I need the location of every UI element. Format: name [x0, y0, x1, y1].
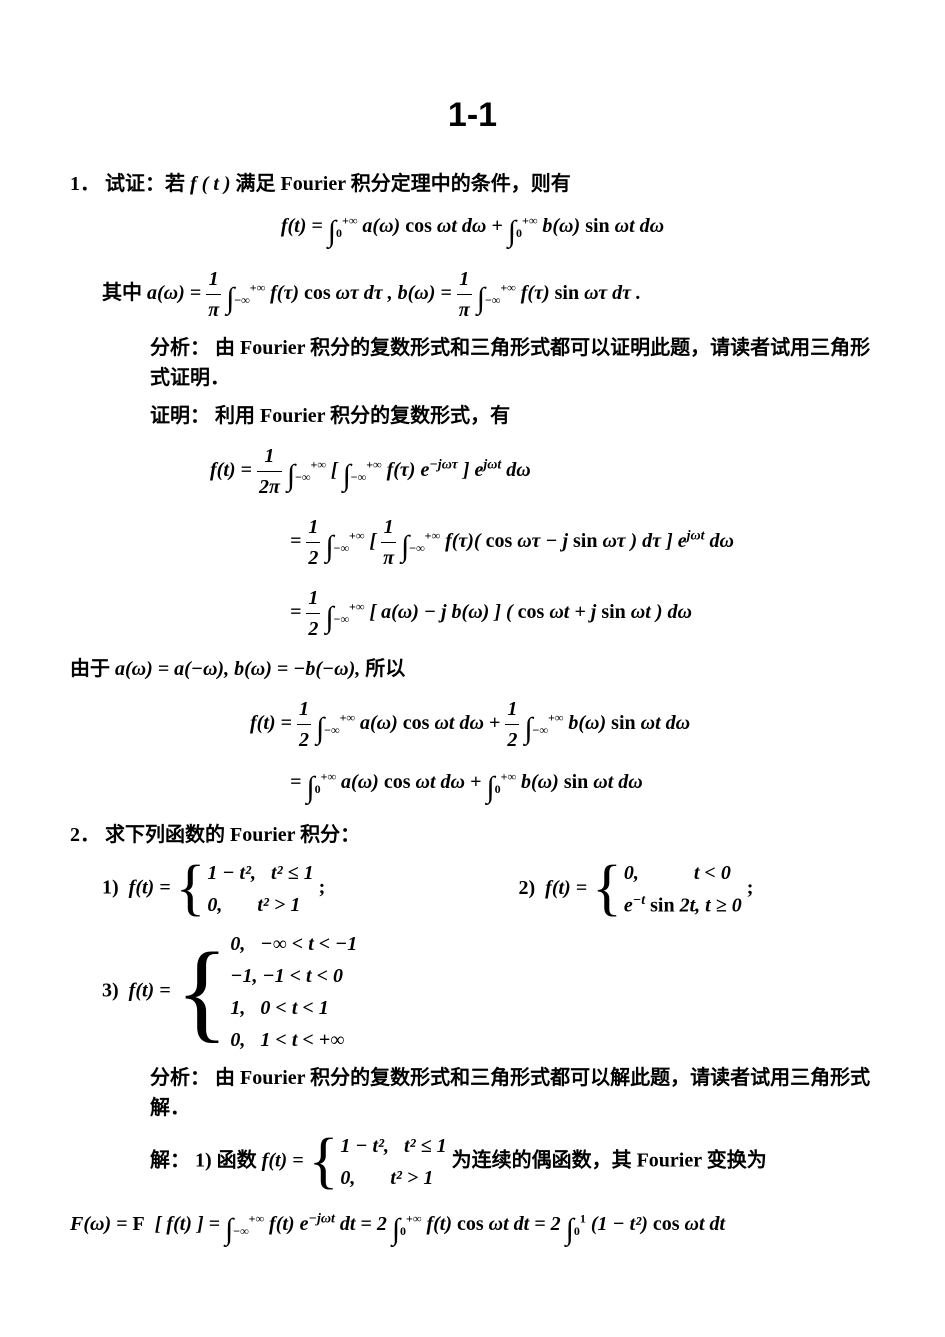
problem-2-stem: 2． 求下列函数的 Fourier 积分： [70, 820, 875, 850]
section-title: 1-1 [70, 90, 875, 141]
sol1-cases: { 1 − t², t² ≤ 1 0, t² > 1 [309, 1131, 447, 1193]
part3-cases: { 0, −∞ < t < −1 −1, −1 < t < 0 1, 0 < t… [176, 929, 358, 1055]
sol-label: 解： [150, 1149, 190, 1171]
problem-2-parts-row: 1) f(t) = { 1 − t², t² ≤ 1 0, t² > 1 ; 2… [70, 858, 875, 921]
p2-analysis-label: 分析： [150, 1067, 210, 1089]
part3-func-head: f(t) = [129, 979, 171, 1001]
problem-1-eq: f(t) = ∫0+∞ a(ω) cos ωt dω + ∫0+∞ b(ω) s… [70, 209, 875, 254]
since-eq: a(ω) = a(−ω), b(ω) = −b(−ω), [115, 658, 360, 680]
problem-1-analysis: 分析： 由 Fourier 积分的复数形式和三角形式都可以证明此题，请读者试用三… [70, 333, 875, 393]
sol1-func-head: f(t) = [262, 1149, 304, 1171]
proof-text: 利用 Fourier 积分的复数形式，有 [215, 405, 510, 427]
result-eq1: f(t) = 12 ∫−∞+∞ a(ω) cos ωt dω + 12 ∫−∞+… [250, 694, 875, 755]
result-eq2: = ∫0+∞ a(ω) cos ωt dω + ∫0+∞ b(ω) sin ωt… [290, 765, 875, 810]
problem-1-func: f ( t ) [190, 173, 231, 195]
problem-1-stem: 1． 试证：若 f ( t ) 满足 Fourier 积分定理中的条件，则有 [70, 169, 875, 199]
sol1-post: 为连续的偶函数，其 Fourier 变换为 [452, 1149, 767, 1171]
problem-2-solution: 解： 1) 函数 f(t) = { 1 − t², t² ≤ 1 0, t² >… [70, 1131, 875, 1193]
part1-cases: { 1 − t², t² ≤ 1 0, t² > 1 [176, 858, 314, 920]
where-label: 其中 [102, 282, 147, 304]
proof-eq2: = 12 ∫−∞+∞ [ 1π ∫−∞+∞ f(τ)( cos ωτ − j s… [290, 512, 875, 573]
problem-2-part3: 3) f(t) = { 0, −∞ < t < −1 −1, −1 < t < … [70, 929, 875, 1055]
part2-tail: ; [747, 877, 754, 899]
problem-2-part1: 1) f(t) = { 1 − t², t² ≤ 1 0, t² > 1 ; [102, 858, 459, 921]
part2-label: 2) [519, 877, 536, 899]
analysis-text: 由 Fourier 积分的复数形式和三角形式都可以证明此题，请读者试用三角形式证… [150, 337, 870, 389]
page: 1-1 1． 试证：若 f ( t ) 满足 Fourier 积分定理中的条件，… [0, 0, 945, 1337]
proof-eq3: = 12 ∫−∞+∞ [ a(ω) − j b(ω) ] ( cos ωt + … [290, 583, 875, 644]
problem-1-where: 其中 a(ω) = 1π ∫−∞+∞ f(τ) cos ωτ dτ , b(ω)… [70, 264, 875, 325]
since-line: 由于 a(ω) = a(−ω), b(ω) = −b(−ω), 所以 [70, 654, 875, 684]
proof-label: 证明： [150, 405, 210, 427]
problem-2-label: 2． [70, 824, 100, 846]
problem-1-stem-pre: 试证：若 [105, 173, 190, 195]
analysis-label: 分析： [150, 337, 210, 359]
problem-2-text: 求下列函数的 Fourier 积分： [105, 824, 360, 846]
part2-cases: { 0, t < 0 e−t sin 2t, t ≥ 0 [592, 858, 742, 921]
part1-tail: ; [319, 877, 326, 899]
F-eq: F(ω) = F [ f(t) ] = ∫−∞+∞ f(t) e−jωt dt … [70, 1207, 875, 1252]
proof-eq1: f(t) = 12π ∫−∞+∞ [ ∫−∞+∞ f(τ) e−jωτ ] ej… [210, 441, 875, 502]
part1-label: 1) [102, 877, 119, 899]
problem-2-analysis: 分析： 由 Fourier 积分的复数形式和三角形式都可以解此题，请读者试用三角… [70, 1063, 875, 1123]
sol1-pre: 1) 函数 [195, 1149, 262, 1171]
since-pre: 由于 [70, 658, 115, 680]
part1-func-head: f(t) = [129, 877, 171, 899]
part2-func-head: f(t) = [545, 877, 587, 899]
problem-1-label: 1． [70, 173, 100, 195]
since-post: 所以 [365, 658, 405, 680]
problem-2-part2: 2) f(t) = { 0, t < 0 e−t sin 2t, t ≥ 0 ; [519, 858, 876, 921]
part3-label: 3) [102, 979, 119, 1001]
problem-1-proof: 证明： 利用 Fourier 积分的复数形式，有 [70, 401, 875, 431]
problem-1-stem-post: 满足 Fourier 积分定理中的条件，则有 [236, 173, 571, 195]
p2-analysis-text: 由 Fourier 积分的复数形式和三角形式都可以解此题，请读者试用三角形式解． [150, 1067, 870, 1119]
